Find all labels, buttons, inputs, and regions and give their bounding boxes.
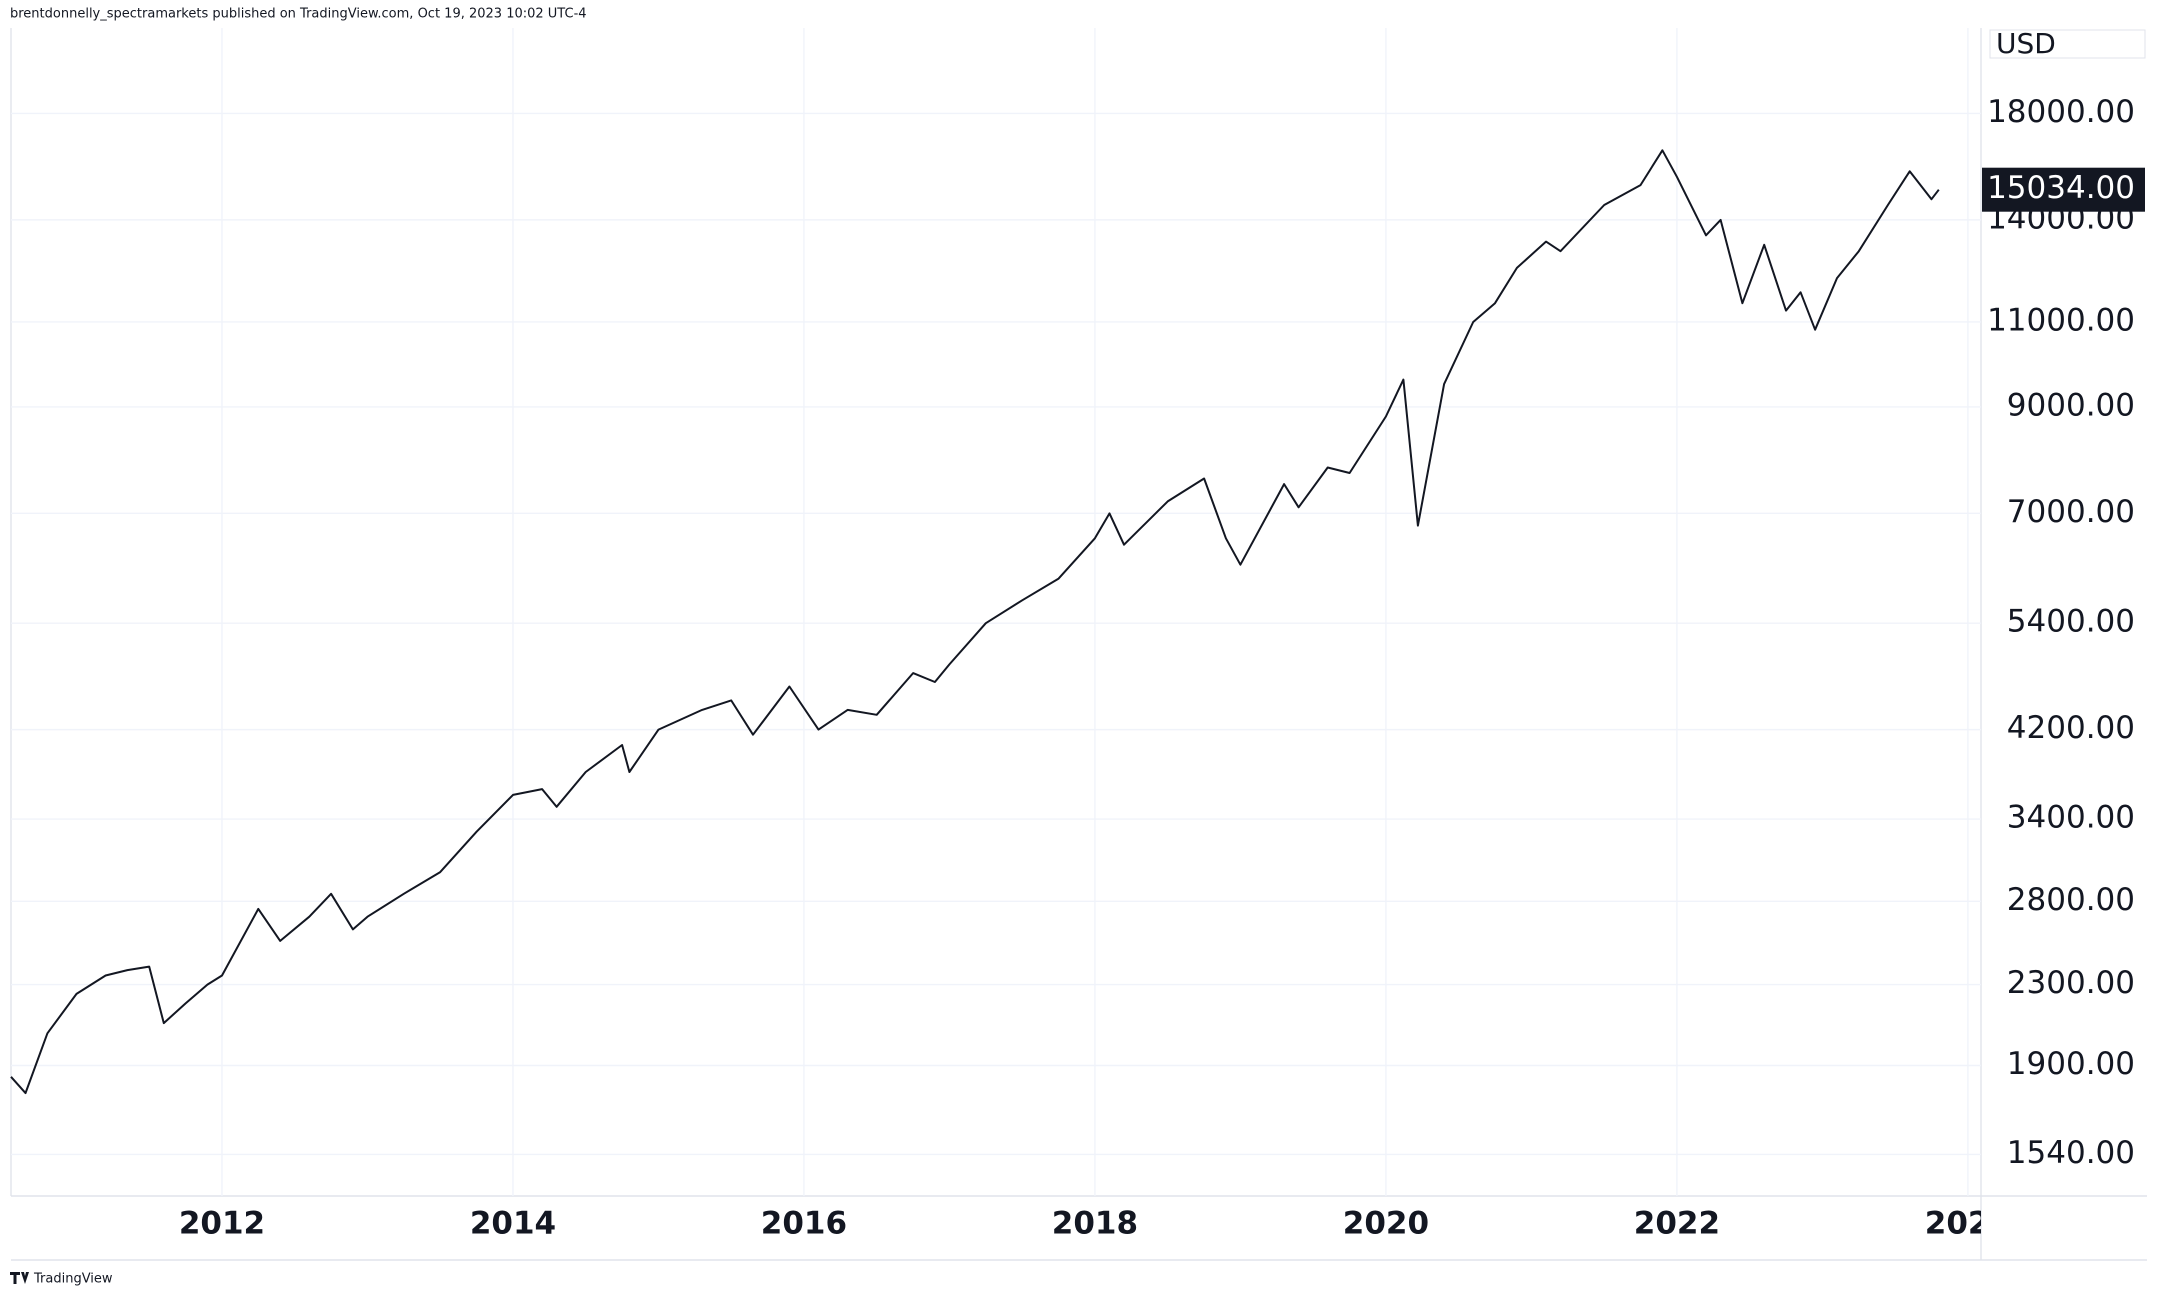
y-tick-label: 1540.00 [2007, 1135, 2135, 1171]
last-price-box [1982, 167, 2145, 212]
publisher-line: brentdonnelly_spectramarkets published o… [10, 7, 587, 22]
x-tick-label: 2022 [1634, 1206, 1720, 1242]
y-tick-label: 9000.00 [2007, 387, 2135, 423]
axes: 18000.0014000.0011000.009000.007000.0054… [179, 94, 2145, 1242]
y-tick-label: 7000.00 [2007, 494, 2135, 530]
logo-icon [10, 1272, 29, 1284]
x-tick-label: 2016 [761, 1206, 847, 1242]
y-tick-label: 3400.00 [2007, 800, 2135, 836]
plot [10, 149, 1940, 1095]
y-tick-label: 18000.00 [1987, 94, 2135, 130]
x-tick-label: 2012 [179, 1206, 265, 1242]
y-tick-label: 2300.00 [2007, 965, 2135, 1001]
y-tick-label: 11000.00 [1987, 302, 2135, 338]
currency-label: USD [1996, 27, 2056, 60]
price-line [10, 149, 1940, 1095]
footer-logo: TradingView [10, 1272, 113, 1287]
x-tick-label: 2024 [1925, 1206, 2011, 1242]
x-axis-labels: 2012 2014 2016 2018 2020 2022 2024 [179, 1206, 2011, 1242]
last-price-label: 15034.00 [1987, 170, 2135, 206]
y-tick-label: 2800.00 [2007, 882, 2135, 918]
y-tick-label: 4200.00 [2007, 710, 2135, 746]
y-tick-label: 5400.00 [2007, 604, 2135, 640]
y-tick-label: 1900.00 [2007, 1046, 2135, 1082]
x-tick-label: 2020 [1343, 1206, 1429, 1242]
footer-text: TradingView [33, 1272, 113, 1287]
currency-box [1989, 29, 2146, 59]
x-tick-label: 2014 [470, 1206, 556, 1242]
x-tick-label: 2018 [1052, 1206, 1138, 1242]
grid [11, 28, 1981, 1196]
